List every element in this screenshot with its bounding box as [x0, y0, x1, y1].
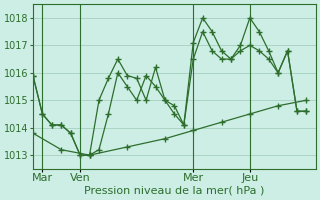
X-axis label: Pression niveau de la mer( hPa ): Pression niveau de la mer( hPa )	[84, 186, 265, 196]
